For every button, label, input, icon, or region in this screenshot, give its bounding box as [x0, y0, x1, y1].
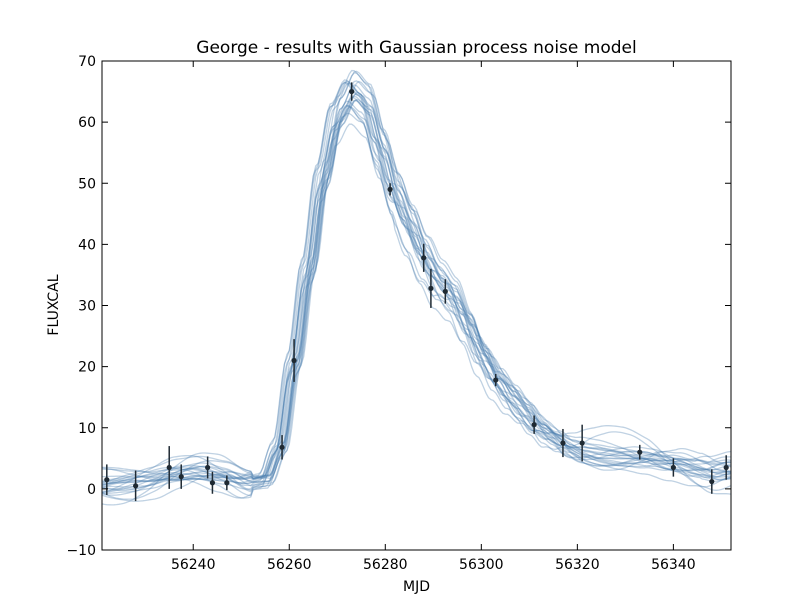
- data-marker: [104, 477, 110, 483]
- data-marker: [349, 88, 355, 95]
- gp-sample-curve: [102, 93, 731, 483]
- gp-sample-curve: [102, 91, 731, 493]
- x-tick-label: 56320: [555, 557, 600, 573]
- x-tick-label: 56280: [363, 557, 408, 573]
- observation-point: [637, 444, 643, 460]
- observation-points: [104, 82, 729, 502]
- gp-sample-curve: [102, 70, 731, 502]
- gp-sample-curve: [102, 79, 731, 488]
- x-axis-label: MJD: [403, 579, 430, 595]
- gp-sample-curve: [102, 80, 731, 493]
- observation-point: [531, 415, 537, 434]
- gp-sample-curve: [102, 123, 731, 480]
- data-marker: [493, 377, 499, 383]
- data-marker: [133, 483, 139, 489]
- data-marker: [579, 440, 585, 446]
- data-marker: [166, 464, 172, 471]
- observation-point: [279, 435, 285, 460]
- y-tick-label: 50: [78, 176, 96, 192]
- observation-point: [349, 82, 355, 101]
- y-tick-label: 30: [78, 299, 96, 315]
- x-tick-label: 56340: [651, 557, 696, 573]
- gp-sample-curve: [102, 82, 731, 495]
- data-marker: [723, 464, 729, 471]
- data-marker: [224, 480, 230, 486]
- observation-point: [133, 470, 139, 502]
- observation-point: [560, 428, 566, 458]
- x-tick-label: 56260: [267, 557, 312, 573]
- y-axis-ticks: −10 0 10 20 30 40 50 60 70: [66, 54, 731, 559]
- observation-point: [178, 464, 184, 489]
- data-marker: [205, 464, 211, 471]
- data-marker: [531, 422, 537, 428]
- gp-sample-curve: [102, 80, 731, 488]
- observation-point: [579, 424, 585, 462]
- data-marker: [560, 440, 566, 446]
- data-marker: [178, 474, 184, 480]
- data-marker: [291, 357, 297, 364]
- observation-point: [723, 455, 729, 480]
- gp-sample-curve: [102, 105, 731, 499]
- gp-sample-curve: [102, 105, 731, 499]
- data-marker: [421, 255, 427, 261]
- gp-sample-curve: [102, 99, 731, 486]
- gp-sample-curve: [102, 81, 731, 483]
- gp-sample-curve: [102, 96, 731, 494]
- y-tick-label: 20: [78, 360, 96, 376]
- observation-point: [387, 183, 393, 196]
- gp-sample-curve: [102, 69, 731, 495]
- observation-point: [670, 458, 676, 477]
- data-marker: [670, 464, 676, 471]
- data-marker: [637, 449, 643, 455]
- observation-point: [493, 373, 499, 387]
- data-marker: [279, 444, 285, 450]
- gp-sample-curve: [102, 112, 731, 506]
- observation-point: [205, 456, 211, 479]
- observation-point: [442, 279, 448, 304]
- gp-sample-curve: [102, 84, 731, 490]
- y-tick-label: 40: [78, 237, 96, 253]
- gp-sample-curve: [102, 95, 731, 497]
- gp-sample-curve: [102, 99, 731, 490]
- observation-point: [421, 243, 427, 272]
- observation-point: [104, 464, 110, 495]
- observation-point: [166, 446, 172, 489]
- y-axis-label: FLUXCAL: [46, 274, 62, 335]
- gp-sample-curve: [102, 100, 731, 488]
- gp-sample-curve: [102, 106, 731, 485]
- observation-point: [224, 475, 230, 491]
- observation-point: [291, 339, 297, 382]
- data-marker: [709, 478, 715, 485]
- gp-sample-curves: [102, 69, 731, 506]
- x-axis-ticks: 56240 56260 56280 56300 56320 56340: [171, 61, 696, 573]
- data-marker: [387, 186, 393, 192]
- y-tick-label: 60: [78, 115, 96, 131]
- gp-sample-curve: [102, 98, 731, 500]
- data-marker: [209, 480, 216, 486]
- y-tick-label: 10: [78, 421, 96, 437]
- observation-point: [709, 469, 715, 494]
- observation-point: [428, 268, 434, 308]
- y-tick-label: 0: [87, 482, 96, 498]
- data-marker: [442, 288, 448, 295]
- gp-sample-curve: [102, 72, 731, 484]
- observation-point: [209, 471, 216, 494]
- y-tick-label: −10: [66, 543, 96, 559]
- chart-title: George - results with Gaussian process n…: [196, 38, 636, 58]
- gp-sample-curve: [102, 81, 731, 492]
- x-tick-label: 56300: [459, 557, 504, 573]
- x-tick-label: 56240: [171, 557, 216, 573]
- y-tick-label: 70: [78, 54, 96, 70]
- data-marker: [428, 285, 434, 291]
